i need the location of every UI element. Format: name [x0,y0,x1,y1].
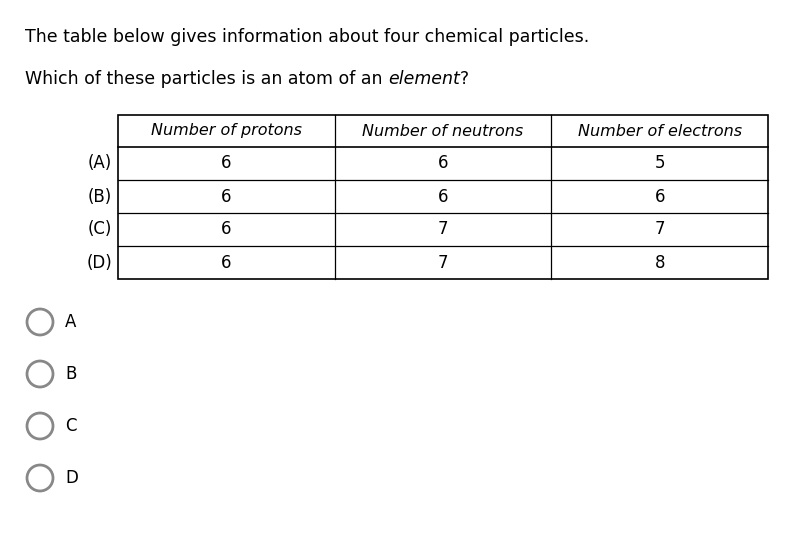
Text: (A): (A) [88,155,112,173]
Text: 7: 7 [438,221,448,239]
Text: 6: 6 [654,188,665,206]
Text: D: D [65,469,78,487]
Text: (D): (D) [86,254,112,272]
Text: 6: 6 [221,188,231,206]
Text: Number of protons: Number of protons [151,123,302,138]
Bar [118,115,768,279]
Text: 5: 5 [654,155,665,173]
Text: Which of these particles is an atom of an: Which of these particles is an atom of a… [25,70,388,88]
Text: (C): (C) [88,221,112,239]
Text: 6: 6 [438,155,448,173]
Text: 8: 8 [654,254,665,272]
Text: C: C [65,417,77,435]
Text: 6: 6 [221,254,231,272]
Text: A: A [65,313,76,331]
Text: 7: 7 [654,221,665,239]
Text: (B): (B) [88,188,112,206]
Text: 7: 7 [438,254,448,272]
Text: 6: 6 [221,221,231,239]
Text: Number of electrons: Number of electrons [578,123,742,138]
Text: The table below gives information about four chemical particles.: The table below gives information about … [25,28,590,46]
Text: B: B [65,365,76,383]
Text: Number of neutrons: Number of neutrons [362,123,524,138]
Text: element: element [388,70,460,88]
Text: 6: 6 [221,155,231,173]
Text: ?: ? [460,70,469,88]
Text: 6: 6 [438,188,448,206]
